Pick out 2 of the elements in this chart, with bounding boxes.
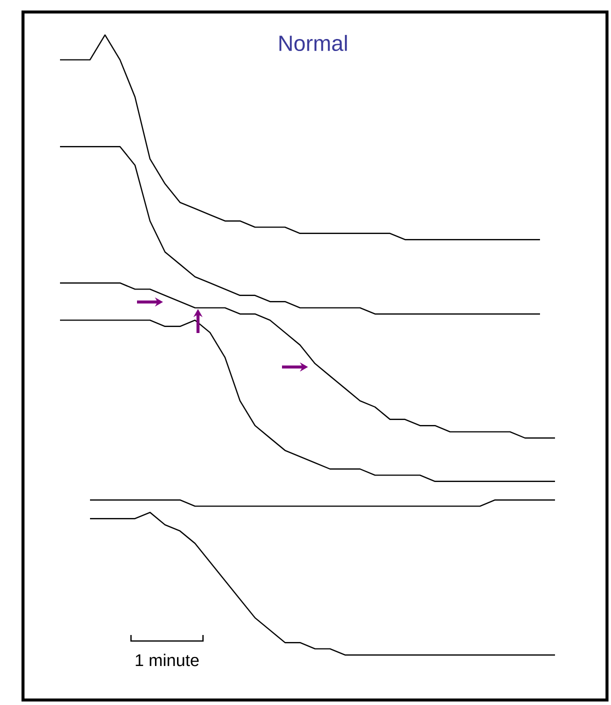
- chart-title: Normal: [279, 34, 347, 52]
- annotation: 1 minute: [136, 654, 199, 666]
